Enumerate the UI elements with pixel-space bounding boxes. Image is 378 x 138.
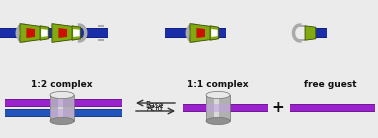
Bar: [29, 37, 56, 38]
Bar: [60, 28, 88, 38]
Bar: [310, 28, 327, 38]
Bar: [29, 28, 56, 38]
Text: Acid: Acid: [147, 104, 163, 113]
Polygon shape: [211, 29, 218, 37]
Bar: [5, 99, 122, 107]
Bar: [0, 28, 19, 29]
Polygon shape: [190, 24, 212, 42]
Bar: [206, 104, 230, 112]
Polygon shape: [73, 29, 80, 37]
Polygon shape: [41, 29, 48, 37]
Bar: [50, 95, 74, 121]
Polygon shape: [210, 26, 219, 40]
Ellipse shape: [206, 117, 230, 125]
Text: +: +: [272, 100, 284, 116]
Bar: [5, 106, 122, 107]
Ellipse shape: [50, 117, 74, 125]
Bar: [98, 39, 104, 41]
Bar: [29, 28, 56, 29]
Polygon shape: [52, 24, 73, 42]
Bar: [165, 28, 189, 29]
Bar: [310, 37, 327, 38]
Ellipse shape: [50, 91, 74, 99]
Bar: [0, 37, 19, 38]
Polygon shape: [58, 28, 67, 38]
Bar: [60, 37, 88, 38]
Bar: [84, 28, 108, 38]
Bar: [18, 39, 25, 41]
Bar: [50, 109, 74, 117]
Bar: [206, 95, 230, 121]
Bar: [290, 104, 375, 105]
Polygon shape: [40, 26, 49, 40]
Bar: [290, 104, 375, 112]
Polygon shape: [26, 28, 35, 38]
Bar: [60, 28, 88, 29]
Bar: [198, 28, 226, 29]
Bar: [165, 37, 189, 38]
Bar: [5, 109, 122, 110]
Bar: [5, 99, 122, 100]
Text: 1:2 complex: 1:2 complex: [31, 80, 93, 89]
Bar: [299, 25, 305, 27]
Bar: [183, 111, 268, 112]
Bar: [188, 25, 194, 27]
Bar: [5, 116, 122, 117]
Ellipse shape: [206, 91, 230, 99]
Bar: [299, 39, 305, 41]
Bar: [214, 95, 219, 121]
Bar: [58, 95, 63, 121]
Bar: [310, 28, 327, 29]
Bar: [290, 111, 375, 112]
Bar: [198, 37, 226, 38]
Text: Base: Base: [146, 101, 164, 110]
Bar: [98, 25, 104, 27]
Bar: [0, 28, 19, 38]
Bar: [18, 25, 25, 27]
Polygon shape: [72, 26, 81, 40]
Text: free guest: free guest: [304, 80, 356, 89]
Bar: [165, 28, 189, 38]
Bar: [183, 104, 268, 105]
Polygon shape: [305, 26, 316, 40]
Text: 1:1 complex: 1:1 complex: [187, 80, 249, 89]
Bar: [198, 28, 226, 38]
Bar: [84, 37, 108, 38]
Bar: [188, 39, 194, 41]
Bar: [183, 104, 268, 112]
Polygon shape: [20, 24, 42, 42]
Bar: [5, 109, 122, 117]
Bar: [50, 99, 74, 107]
Polygon shape: [197, 28, 205, 38]
Bar: [84, 28, 108, 29]
